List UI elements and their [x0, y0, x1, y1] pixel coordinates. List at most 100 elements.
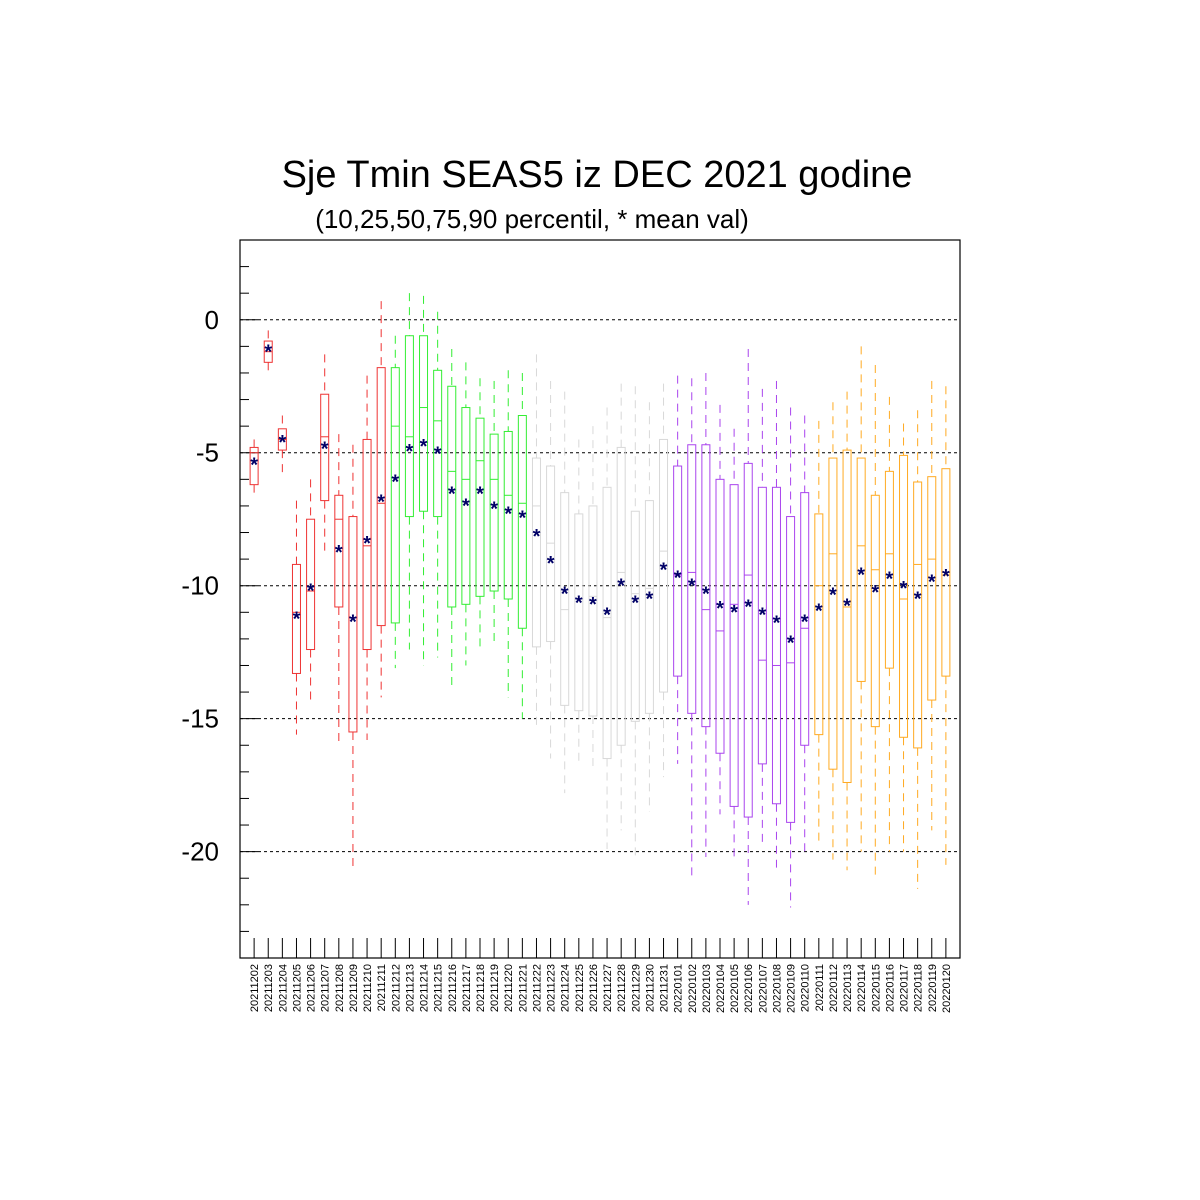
mean-marker: * — [716, 598, 724, 620]
mean-marker: * — [942, 566, 950, 588]
box-iqr — [856, 457, 866, 682]
mean-marker: * — [547, 553, 555, 575]
box-iqr — [729, 484, 739, 807]
x-tick-label: 20211214 — [419, 964, 431, 1012]
box-20220106: * — [743, 349, 753, 905]
box-20220120: * — [941, 386, 951, 865]
box-20220114: * — [856, 346, 866, 852]
x-tick-label: 20220114 — [856, 964, 868, 1012]
mean-marker: * — [293, 609, 301, 631]
mean-marker: * — [646, 589, 654, 611]
x-tick-label: 20220110 — [800, 964, 812, 1012]
box-iqr — [757, 486, 767, 765]
mean-marker: * — [307, 581, 315, 603]
box-iqr — [560, 492, 570, 706]
box-20220116: * — [884, 396, 894, 852]
x-tick-label: 20220118 — [913, 964, 925, 1012]
x-tick-label: 20211224 — [560, 964, 572, 1012]
box-iqr — [927, 476, 937, 701]
reference-lines — [240, 319, 960, 853]
x-tick-label: 20220103 — [701, 964, 713, 1013]
y-tick-label: -10 — [181, 571, 219, 601]
mean-marker: * — [533, 526, 541, 548]
x-tick-label: 20211230 — [644, 964, 656, 1012]
box-20211213: * — [404, 293, 414, 650]
mean-marker: * — [575, 593, 583, 615]
x-tick-label: 20211203 — [263, 964, 275, 1012]
box-20211223: * — [546, 380, 556, 759]
mean-marker: * — [278, 432, 286, 454]
x-tick-label: 20211205 — [291, 964, 303, 1012]
mean-marker: * — [420, 436, 428, 458]
box-20211208: * — [334, 434, 344, 746]
y-tick-label: -15 — [181, 704, 219, 734]
box-20211228: * — [616, 383, 626, 831]
chart-title: Sje Tmin SEAS5 iz DEC 2021 godine — [282, 154, 913, 196]
x-tick-label: 20220116 — [884, 964, 896, 1012]
box-20211207: * — [320, 354, 330, 552]
box-20211225: * — [574, 439, 584, 767]
mean-marker: * — [688, 575, 696, 597]
box-20211224: * — [560, 391, 570, 794]
box-20211203: * — [263, 330, 273, 371]
box-20220115: * — [870, 364, 880, 879]
box-iqr — [306, 518, 316, 651]
box-20220119: * — [927, 380, 937, 831]
mean-marker: * — [871, 582, 879, 604]
x-tick-label: 20211218 — [475, 964, 487, 1012]
y-tick-labels: 0 -5 -10 -15 -20 — [181, 305, 219, 867]
box-iqr — [291, 563, 301, 674]
box-iqr — [588, 505, 598, 717]
mean-marker: * — [773, 613, 781, 635]
x-tick-label: 20220105 — [729, 964, 741, 1013]
box-20220102: * — [687, 378, 697, 881]
x-tick-label: 20211229 — [630, 964, 642, 1012]
box-20211222: * — [531, 354, 541, 727]
box-20220107: * — [757, 388, 767, 844]
box-iqr — [376, 367, 386, 627]
box-20211229: * — [630, 386, 640, 860]
box-20220103: * — [701, 372, 711, 857]
x-tick-label: 20211225 — [574, 964, 586, 1012]
box-20220108: * — [771, 380, 781, 868]
x-tick-label: 20211220 — [503, 964, 515, 1012]
box-iqr — [447, 385, 457, 608]
y-minor-ticks — [240, 239, 258, 959]
mean-marker: * — [321, 438, 329, 460]
chart-subtitle: (10,25,50,75,90 percentil, * mean val) — [315, 204, 749, 234]
x-tick-labels: 20211202 20211203 20211204 20211205 20211206… — [249, 938, 953, 1013]
box-20220111: * — [814, 420, 824, 841]
x-tick-label: 20220106 — [743, 964, 755, 1013]
box-20220112: * — [828, 402, 838, 860]
x-tick-label: 20211227 — [602, 964, 614, 1012]
box-20211214: * — [419, 295, 429, 666]
mean-marker: * — [335, 542, 343, 564]
box-20211205: * — [291, 500, 301, 735]
box-iqr — [249, 446, 259, 486]
mean-marker: * — [758, 605, 766, 627]
mean-marker: * — [702, 583, 710, 605]
box-iqr — [630, 510, 640, 722]
mean-marker: * — [377, 492, 385, 514]
x-tick-label: 20220101 — [673, 964, 685, 1013]
plot-frame — [239, 239, 961, 959]
box-iqr — [941, 468, 951, 677]
box-20211215: * — [433, 311, 443, 658]
box-20211221: * — [517, 372, 527, 719]
mean-marker: * — [462, 496, 470, 518]
box-iqr — [574, 513, 584, 712]
box-20220118: * — [913, 410, 923, 889]
x-tick-label: 20211216 — [447, 964, 459, 1012]
mean-marker: * — [603, 605, 611, 627]
x-tick-label: 20211221 — [517, 964, 529, 1012]
mean-marker: * — [490, 498, 498, 520]
mean-marker: * — [448, 484, 456, 506]
x-tick-label: 20220120 — [941, 964, 953, 1013]
box-iqr — [771, 486, 781, 805]
box-20211210: * — [362, 375, 372, 740]
y-tick-label: 0 — [205, 305, 219, 335]
mean-marker: * — [843, 595, 851, 617]
box-iqr — [390, 367, 400, 624]
mean-marker: * — [250, 454, 258, 476]
